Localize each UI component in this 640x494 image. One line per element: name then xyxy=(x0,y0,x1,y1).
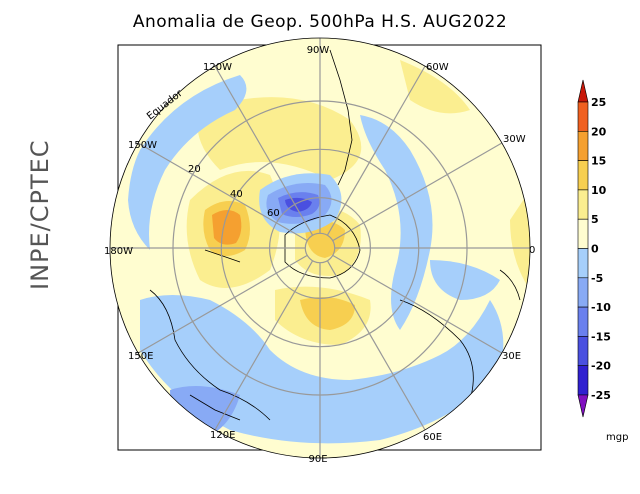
meridian-line xyxy=(214,65,314,236)
colorbar-swatch xyxy=(577,336,589,366)
colorbar-tick-label: -15 xyxy=(591,330,611,343)
graticule xyxy=(110,38,530,458)
anomaly-field xyxy=(110,38,530,458)
colorbar-tick-label: 0 xyxy=(591,243,599,256)
colorbar-swatch xyxy=(577,131,589,161)
lon-label-120w: 120W xyxy=(203,62,232,73)
colorbar-tick-label: 20 xyxy=(591,125,607,138)
lon-label-120e: 120E xyxy=(210,430,235,441)
meridian-line xyxy=(326,65,426,236)
colorbar-swatch xyxy=(577,277,589,308)
meridian-line xyxy=(137,254,308,354)
colorbar-swatch xyxy=(577,101,589,132)
map-title: Anomalia de Geop. 500hPa H.S. AUG2022 xyxy=(132,12,508,32)
colorbar-swatch xyxy=(577,189,589,220)
colorbar-bottom-arrow xyxy=(577,394,589,418)
colorbar-top-arrow xyxy=(577,79,589,103)
colorbar-tick-label: 10 xyxy=(591,184,607,197)
colorbar-swatch xyxy=(577,365,589,396)
lon-label-30w: 30W xyxy=(503,134,526,145)
map-boundary xyxy=(109,37,531,459)
lon-label-90e: 90E xyxy=(308,454,327,465)
colorbar-tick-label: 25 xyxy=(591,96,606,109)
colorbar-tick-label: -25 xyxy=(591,389,611,402)
lon-label-150e: 150E xyxy=(128,351,153,362)
meridian-line xyxy=(214,260,314,431)
lon-label-180w: 180W xyxy=(104,246,133,257)
meridian-line xyxy=(332,142,503,242)
lon-label-150w: 150W xyxy=(128,140,157,151)
colorbar-swatch xyxy=(577,306,589,337)
colorbar-swatch xyxy=(577,160,589,191)
lon-label-60e: 60E xyxy=(423,432,442,443)
colorbar-tick-label: -20 xyxy=(591,360,611,373)
colorbar-swatch xyxy=(577,248,589,279)
lat-label-20: 20 xyxy=(188,164,201,175)
lat-label-60: 60 xyxy=(267,208,280,219)
colorbar-swatch xyxy=(577,218,589,249)
lon-label-60w: 60W xyxy=(426,62,449,73)
colorbar-tick-label: -5 xyxy=(591,272,603,285)
colorbar-unit: mgp xyxy=(606,432,628,443)
lon-label-90w: 90W xyxy=(307,45,330,56)
lon-label-30e: 30E xyxy=(502,351,521,362)
meridian-line xyxy=(326,260,426,431)
lat-label-40: 40 xyxy=(230,189,243,200)
meridian-line xyxy=(137,142,308,242)
colorbar-tick-label: -10 xyxy=(591,301,611,314)
colorbar: 25 20 15 10 5 0 -5 -10 -15 -20 -25 xyxy=(577,79,611,418)
lon-label-0: 0 xyxy=(529,245,535,256)
colorbar-tick-label: 15 xyxy=(591,155,606,168)
meridian-line xyxy=(332,254,503,354)
colorbar-tick-label: 5 xyxy=(591,213,599,226)
